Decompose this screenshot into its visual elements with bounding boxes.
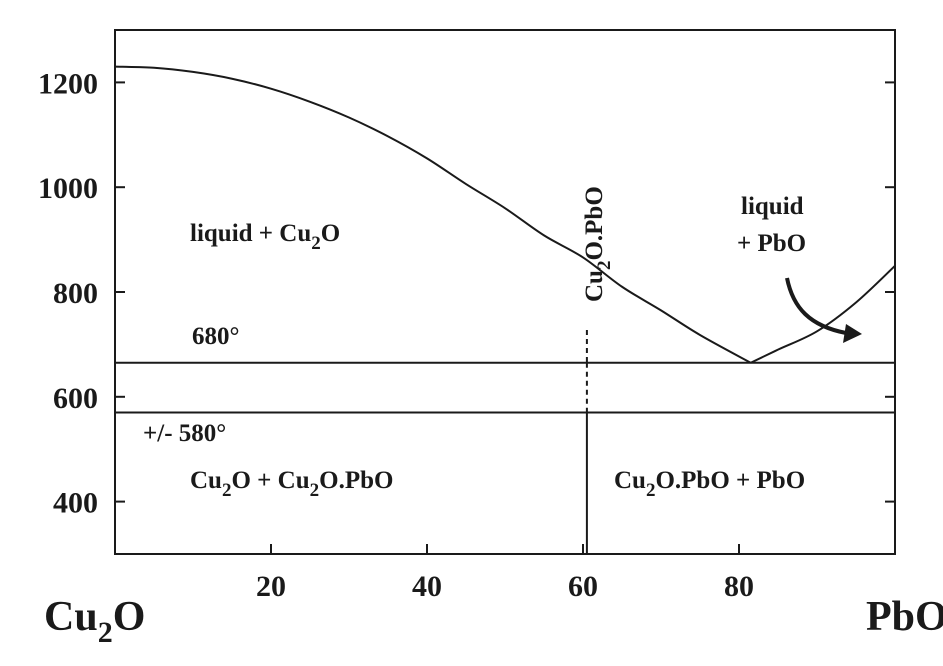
region-label-cu2o-cu2opbo: Cu2O + Cu2O.PbO xyxy=(190,467,393,501)
y-tick-label: 600 xyxy=(53,382,98,415)
x-end-label-left: Cu2O xyxy=(44,594,145,649)
region-label-liquid-pbo-line2: + PbO xyxy=(737,230,806,257)
region-label-liquid-pbo-line1: liquid xyxy=(741,193,804,220)
y-tick-label: 400 xyxy=(53,487,98,520)
y-tick-label: 1200 xyxy=(38,67,98,100)
x-ticks: 20 40 60 80 xyxy=(256,544,754,603)
region-label-cu2opbo-pbo: Cu2O.PbO + PbO xyxy=(614,467,805,501)
isotherm-label-680: 680° xyxy=(192,323,240,350)
isotherm-label-580: +/- 580° xyxy=(143,420,226,447)
liquidus-curve-1 xyxy=(750,265,896,364)
y-ticks: 1200 1000 800 600 400 xyxy=(38,67,895,520)
x-tick-label: 40 xyxy=(412,570,442,603)
region-label-liquid-cu2o: liquid + Cu2O xyxy=(190,220,340,254)
x-tick-label: 20 xyxy=(256,570,286,603)
liquid-pbo-arrow xyxy=(785,277,847,335)
x-tick-label: 80 xyxy=(724,570,754,603)
y-tick-label: 800 xyxy=(53,277,98,310)
x-tick-label: 60 xyxy=(568,570,598,603)
liquidus-curves xyxy=(114,65,896,364)
compound-label: Cu2O.PbO xyxy=(581,186,615,302)
x-end-label-right: PbO xyxy=(866,594,943,640)
isotherm-lines xyxy=(115,361,895,414)
y-tick-label: 1000 xyxy=(38,172,98,205)
liquidus-curve-0 xyxy=(114,65,752,364)
liquid-pbo-arrowhead xyxy=(843,324,862,343)
